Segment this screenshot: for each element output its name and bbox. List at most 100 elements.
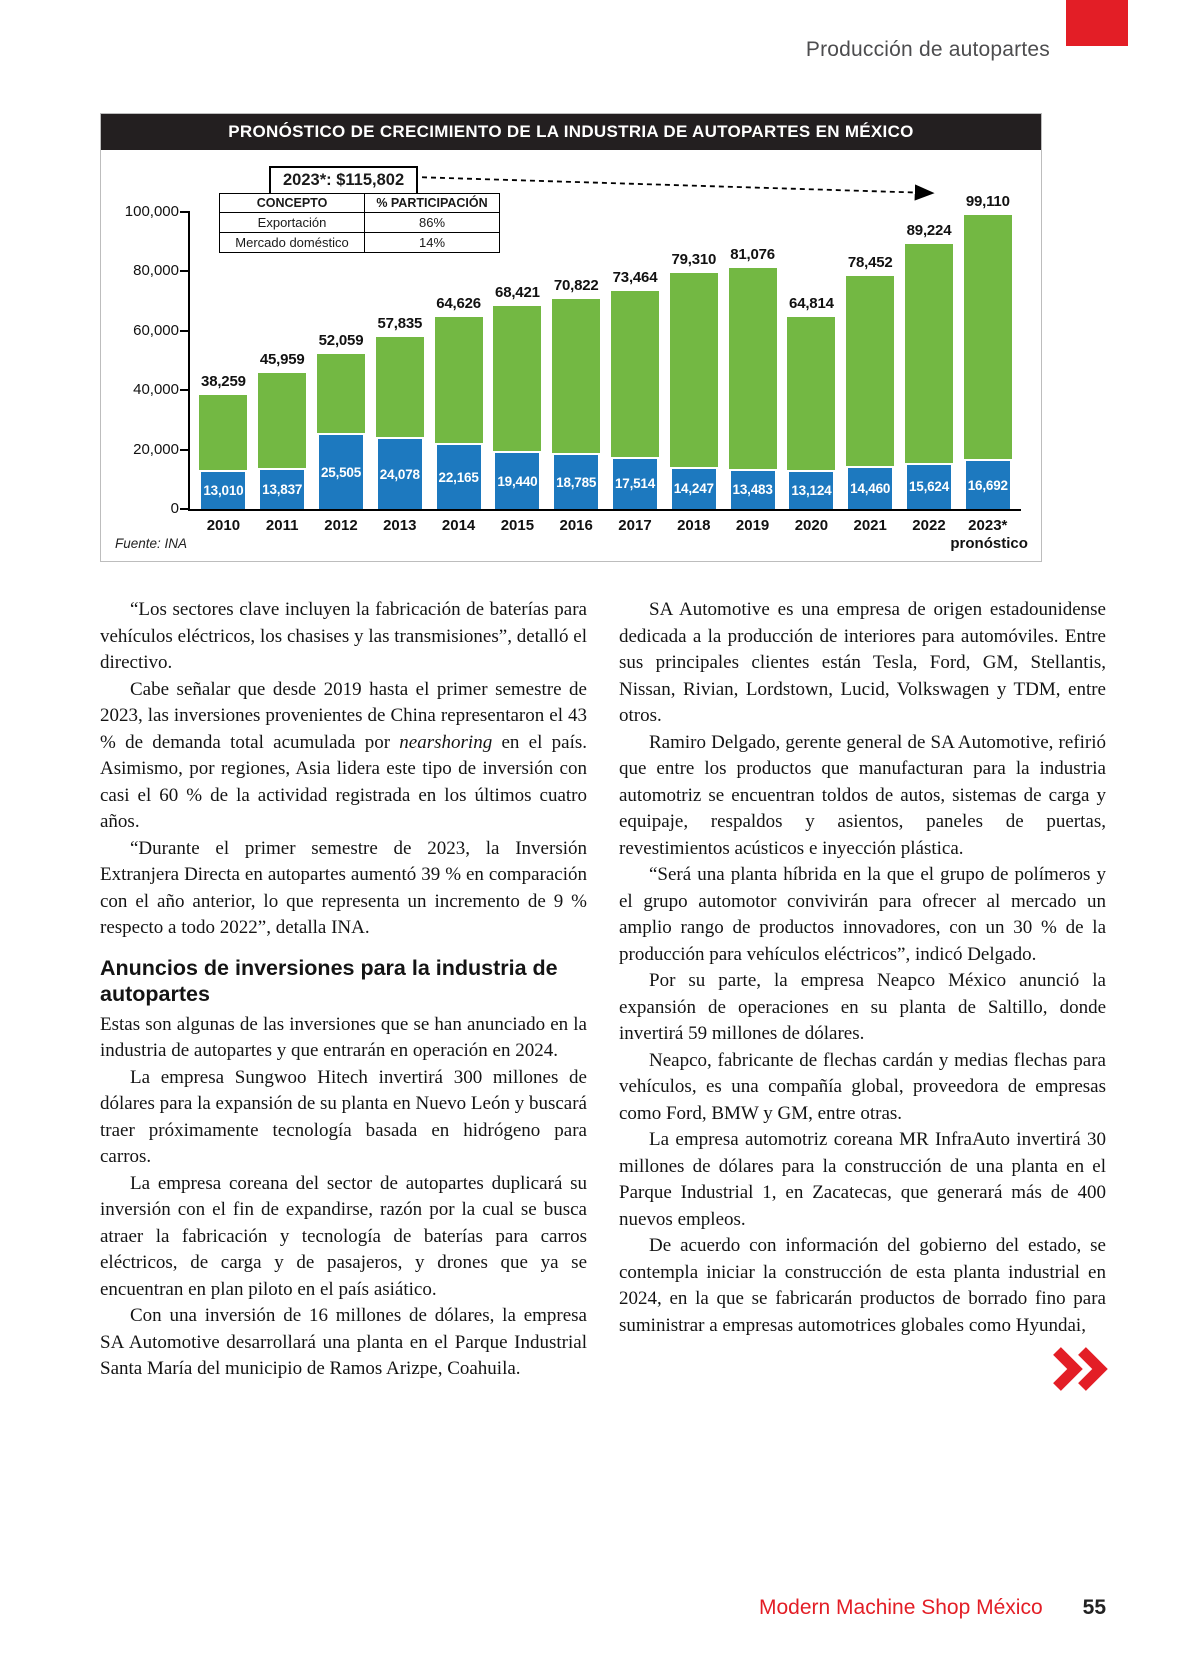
x-axis-label: 2022 [912, 517, 946, 534]
article-paragraph: Cabe señalar que desde 2019 hasta el pri… [100, 678, 587, 833]
forecast-callout: 2023*: $115,802 [269, 166, 419, 195]
page-number: 55 [1082, 1596, 1106, 1619]
bar-export-value: 45,959 [259, 350, 305, 368]
bar-export-value: 78,452 [847, 253, 893, 271]
x-axis-label: 2017 [618, 517, 652, 534]
article-right-column: SA Automotive es una empresa de origen e… [619, 597, 1108, 1391]
y-axis-tick [180, 448, 188, 451]
article-paragraph: “Los sectores clave incluyen la fabricac… [100, 599, 587, 673]
article-left-column: “Los sectores clave incluyen la fabricac… [100, 597, 587, 1383]
article-paragraph: Neapco, fabricante de flechas cardán y m… [619, 1049, 1106, 1124]
bar-domestic-value: 24,078 [379, 466, 420, 482]
table-row: Exportación 86% [219, 212, 500, 233]
participation-row-domestic-label: Mercado doméstico [219, 232, 365, 253]
chart-source: Fuente: INA [115, 536, 188, 551]
x-axis-label: 2012 [324, 517, 358, 534]
participation-table: CONCEPTO % PARTICIPACIÓN Exportación 86%… [219, 193, 500, 253]
table-row: Mercado doméstico 14% [219, 232, 500, 253]
x-axis-label: 2011 [265, 517, 299, 534]
page-footer: Modern Machine Shop México 55 [100, 1596, 1106, 1620]
bar-domestic-value: 13,124 [791, 483, 832, 498]
bar-domestic: 13,483 [728, 468, 777, 509]
y-axis-tick [180, 508, 188, 510]
bar-export-value: 89,224 [906, 222, 952, 239]
x-axis-label: 2023* pronóstico [950, 517, 1028, 552]
bar-export-value: 64,814 [789, 294, 834, 312]
bar-export [728, 268, 777, 509]
article-paragraph: La empresa coreana del sector de autopar… [100, 1172, 587, 1300]
y-axis-label: 0 [170, 500, 179, 517]
article-paragraph: “Durante el primer semestre de 2023, la … [100, 837, 587, 939]
bar-export-value: 68,421 [495, 283, 540, 301]
bar-domestic-value: 18,785 [556, 474, 597, 490]
bar-domestic: 16,692 [963, 459, 1012, 509]
participation-row-export-value: 86% [364, 212, 500, 233]
bar-domestic-value: 17,514 [614, 476, 656, 492]
x-axis-label: 2018 [677, 517, 711, 534]
bar-export-value: 57,835 [377, 315, 423, 333]
article-paragraph: Ramiro Delgado, gerente general de SA Au… [619, 731, 1106, 859]
page-header: Producción de autopartes [805, 38, 1050, 61]
table-row: CONCEPTO % PARTICIPACIÓN [219, 193, 500, 213]
bar-domestic-value: 13,837 [262, 481, 303, 497]
bar-domestic: 13,010 [199, 470, 248, 509]
x-axis-label: 2014 [441, 517, 476, 534]
bar-domestic-value: 14,460 [850, 481, 891, 497]
x-axis-label: 2015 [500, 517, 535, 534]
y-axis-label: 40,000 [133, 381, 179, 399]
bar-domestic: 22,165 [434, 443, 483, 509]
bar-domestic-value: 19,440 [497, 473, 538, 489]
bar-domestic: 14,247 [669, 466, 718, 509]
bar-export-value: 79,310 [671, 251, 717, 269]
red-corner-tab [1066, 0, 1128, 46]
article-paragraph: Por su parte, la empresa Neapco México a… [619, 970, 1106, 1044]
article-paragraph: “Será una planta híbrida en la que el gr… [619, 864, 1106, 965]
x-axis [188, 509, 1021, 511]
article-paragraph: La empresa automotriz coreana MR InfraAu… [619, 1129, 1106, 1230]
bar-domestic: 13,837 [258, 467, 307, 509]
bar-domestic: 19,440 [493, 451, 542, 509]
article-paragraph: La empresa Sungwoo Hitech invertirá 300 … [100, 1066, 587, 1168]
section-heading: Anuncios de inversiones para la industri… [100, 955, 558, 1006]
x-axis-label: 2013 [383, 517, 417, 534]
y-axis [188, 211, 190, 511]
bar-export-value: 81,076 [730, 246, 775, 264]
bar-export-value: 64,626 [436, 295, 481, 313]
x-axis-label: 2021 [853, 517, 887, 534]
participation-row-export-label: Exportación [219, 212, 365, 233]
continuation-chevrons-icon [1050, 1346, 1112, 1391]
chart-plot: 2023*: $115,802 CONCEPTO % PARTICIPACIÓN… [101, 114, 1041, 561]
y-axis-label: 80,000 [133, 262, 179, 280]
bar-domestic-value: 22,165 [438, 469, 479, 485]
x-axis-label: 2020 [794, 517, 829, 534]
chart: PRONÓSTICO DE CRECIMIENTO DE LA INDUSTRI… [100, 113, 1042, 562]
y-axis-tick [180, 389, 188, 392]
bar-export-value: 52,059 [318, 332, 364, 350]
y-axis-tick [180, 329, 188, 332]
bar-domestic-value: 13,010 [203, 483, 244, 499]
bar-export-value: 38,259 [201, 373, 246, 391]
bar-export-value: 70,822 [553, 276, 599, 294]
y-axis-label: 100,000 [124, 203, 179, 220]
article-paragraph: SA Automotive es una empresa de origen e… [619, 599, 1106, 726]
x-axis-label: 2010 [206, 517, 241, 534]
bar-domestic: 25,505 [317, 433, 365, 509]
bar-export-value: 73,464 [612, 268, 658, 286]
article: “Los sectores clave incluyen la fabricac… [100, 597, 1108, 1391]
bar-domestic: 18,785 [552, 453, 601, 509]
bar-export-value: 99,110 [965, 192, 1010, 210]
article-paragraph: Con una inversión de 16 millones de dóla… [100, 1305, 587, 1379]
participation-header-concepto: CONCEPTO [219, 193, 365, 213]
bar-domestic-value: 25,505 [320, 464, 362, 480]
bar-domestic-value: 16,692 [967, 477, 1008, 493]
chart-title: PRONÓSTICO DE CRECIMIENTO DE LA INDUSTRI… [101, 114, 1041, 150]
y-axis-label: 20,000 [133, 440, 179, 458]
bar-domestic: 15,624 [905, 462, 953, 509]
bar-domestic: 14,460 [846, 466, 895, 509]
participation-header-percent: % PARTICIPACIÓN [364, 193, 500, 213]
y-axis-tick [180, 211, 188, 213]
y-axis-label: 60,000 [133, 321, 179, 339]
article-paragraph: Estas son algunas de las inversiones que… [100, 1013, 587, 1062]
article-paragraph: De acuerdo con información del gobierno … [619, 1235, 1106, 1336]
